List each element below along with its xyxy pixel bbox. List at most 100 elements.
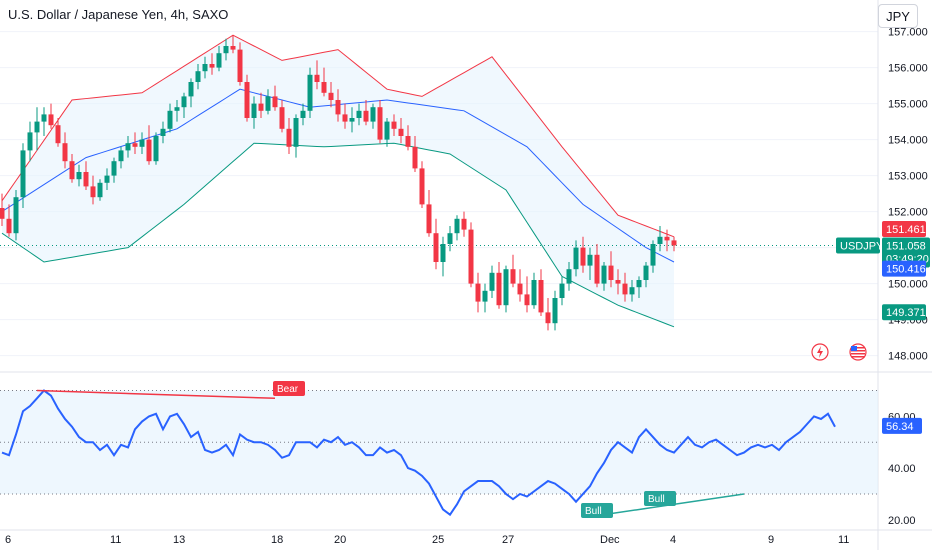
rsi-last-tag: 56.34 bbox=[886, 421, 914, 433]
candle-body bbox=[195, 71, 201, 82]
candle-body bbox=[293, 118, 299, 147]
price-tick-label: 155.000 bbox=[888, 99, 928, 111]
time-tick-label: 18 bbox=[271, 534, 283, 546]
candle-body bbox=[615, 280, 621, 284]
candle-body bbox=[398, 128, 404, 136]
bollinger-upper-line bbox=[1, 34, 675, 238]
candle-body bbox=[552, 298, 558, 324]
candle-body bbox=[524, 294, 530, 306]
candle-body bbox=[6, 218, 12, 234]
bear-label: Bear bbox=[277, 384, 299, 395]
lower-band-price-tag-bg bbox=[882, 304, 926, 321]
candle-body bbox=[454, 218, 460, 234]
candle-body bbox=[237, 49, 243, 82]
candle-body bbox=[62, 143, 68, 162]
candle-body bbox=[594, 254, 600, 284]
divergence-line-bear bbox=[36, 389, 276, 400]
candle-body bbox=[272, 96, 278, 108]
candle-body bbox=[209, 64, 215, 68]
candle-body bbox=[657, 236, 663, 244]
candle-body bbox=[377, 107, 383, 140]
candle-body bbox=[286, 128, 292, 147]
candle-body bbox=[125, 143, 131, 151]
candle-body bbox=[510, 269, 516, 284]
candle-body bbox=[545, 312, 551, 324]
candle-body bbox=[412, 146, 418, 169]
candle-body bbox=[538, 280, 544, 313]
candle-body bbox=[664, 236, 670, 241]
currency-button[interactable]: JPY bbox=[878, 4, 918, 28]
time-tick-label: 13 bbox=[173, 534, 185, 546]
candle-body bbox=[328, 92, 334, 100]
price-tick-label: 154.000 bbox=[888, 135, 928, 147]
price-tick-label: 157.000 bbox=[888, 27, 928, 39]
time-tick-label: 20 bbox=[334, 534, 346, 546]
candle-body bbox=[153, 136, 159, 162]
price-tick-label: 152.000 bbox=[888, 207, 928, 219]
candle-body bbox=[202, 64, 208, 72]
time-tick-label: Dec bbox=[600, 534, 620, 546]
candle-body bbox=[97, 182, 103, 198]
candle-body bbox=[223, 46, 229, 54]
candle-body bbox=[447, 233, 453, 244]
candle-body bbox=[587, 254, 593, 266]
bear-label-bg bbox=[273, 381, 305, 396]
candle-body bbox=[419, 168, 425, 205]
bull-label-1: Bull bbox=[585, 506, 602, 517]
candle-body bbox=[48, 114, 54, 126]
candle-body bbox=[384, 121, 390, 140]
candle-body bbox=[0, 208, 5, 219]
candle-body bbox=[356, 110, 362, 118]
rsi-line bbox=[1, 389, 836, 517]
candle-body bbox=[244, 82, 250, 118]
candle-body bbox=[41, 114, 47, 122]
candle-body bbox=[566, 269, 572, 284]
candle-body bbox=[559, 283, 565, 298]
rsi-band-fill bbox=[0, 390, 878, 494]
lower-band-price-tag: 149.371 bbox=[886, 307, 926, 319]
candle-body bbox=[531, 280, 537, 306]
candle-body bbox=[426, 204, 432, 234]
candle-body bbox=[118, 150, 124, 162]
last-price-tag-bg bbox=[882, 237, 930, 268]
us-flag-icon bbox=[849, 343, 867, 361]
rsi-last-tag-bg bbox=[882, 417, 922, 434]
time-tick-label: 25 bbox=[432, 534, 444, 546]
candle-body bbox=[636, 280, 642, 288]
last-price-tag: 151.058 bbox=[886, 241, 926, 253]
candle-body bbox=[20, 150, 26, 198]
bull-label-2-bg bbox=[644, 491, 676, 506]
candle-body bbox=[650, 244, 656, 266]
candle-body bbox=[55, 125, 61, 144]
candle-body bbox=[370, 107, 376, 122]
candle-body bbox=[307, 74, 313, 111]
price-tick-label: 150.000 bbox=[888, 279, 928, 291]
us-flag-stripe bbox=[851, 347, 865, 349]
us-flag-canton bbox=[851, 346, 857, 351]
candle-body bbox=[342, 114, 348, 122]
price-tick-label: 156.000 bbox=[888, 63, 928, 75]
bull-label-2: Bull bbox=[648, 494, 665, 505]
candle-body bbox=[503, 269, 509, 306]
us-flag-stripe bbox=[851, 350, 865, 352]
candle-body bbox=[188, 82, 194, 97]
candle-body bbox=[475, 283, 481, 302]
time-tick-label: 11 bbox=[838, 534, 849, 546]
candle-body bbox=[671, 240, 677, 246]
basis-price-tag: 150.416 bbox=[886, 264, 926, 276]
candle-body bbox=[643, 265, 649, 280]
candle-body bbox=[580, 247, 586, 266]
candle-body bbox=[489, 272, 495, 291]
bollinger-fill bbox=[2, 35, 674, 327]
time-tick-label: 4 bbox=[670, 534, 676, 546]
candle-body bbox=[13, 197, 19, 234]
candle-body bbox=[167, 110, 173, 129]
time-tick-label: 11 bbox=[110, 534, 121, 546]
basis-price-tag-bg bbox=[882, 260, 926, 277]
candle-body bbox=[216, 53, 222, 68]
candle-body bbox=[132, 143, 138, 147]
symbol-tag: USDJPY bbox=[840, 241, 884, 253]
candle-body bbox=[440, 244, 446, 262]
time-tick-label: 6 bbox=[5, 534, 11, 546]
